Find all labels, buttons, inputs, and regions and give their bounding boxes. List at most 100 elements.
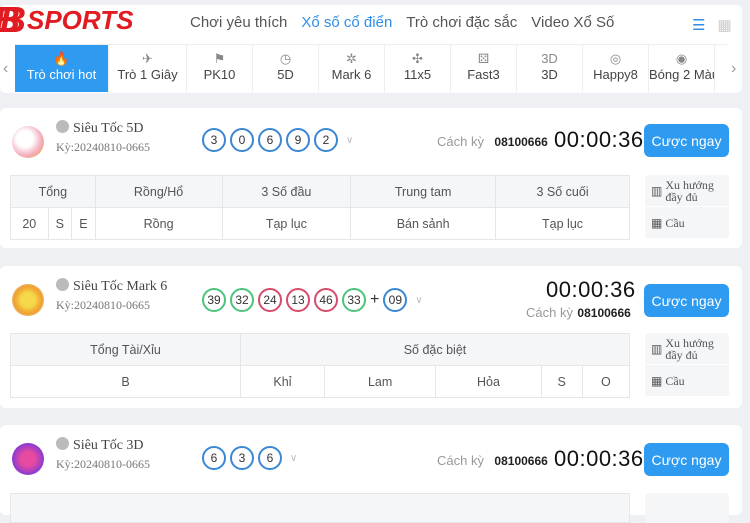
countdown-timer: 00:00:36 xyxy=(546,277,636,302)
dice-icon: ⚄ xyxy=(477,51,490,66)
result-ball: 32 xyxy=(230,288,254,312)
category-label: PK10 xyxy=(203,67,236,82)
category-5d[interactable]: ◷ 5D xyxy=(253,45,319,92)
result-ball: 3 xyxy=(230,446,254,470)
cell: Tạp lục xyxy=(495,207,630,240)
countdown-timer: 00:00:36 xyxy=(554,446,644,471)
game-card-3d: Siêu Tốc 3D Kỳ:20240810-0665 6 3 6 ∨ Cách k… xyxy=(0,425,742,523)
game-name: Siêu Tốc 3D xyxy=(73,438,144,453)
grid-icon: ▦ xyxy=(651,215,663,230)
period-number: 08100666 xyxy=(494,135,548,149)
category-bar: 🔥 Trò chơi hot ✈ Trò 1 Giây ⚑ PK10 ◷ 5D ✲ Mark 6 ✣… xyxy=(15,44,727,92)
side-links xyxy=(645,493,729,523)
mark6-game-icon xyxy=(12,284,44,316)
category-happy8[interactable]: ◎ Happy8 xyxy=(583,45,649,92)
cell: Hỏa xyxy=(435,365,542,398)
category-fast3[interactable]: ⚄ Fast3 xyxy=(451,45,517,92)
road-link[interactable]: ▦ Cầu xyxy=(645,365,729,397)
favorite-star-icon[interactable] xyxy=(56,437,69,450)
game-name: Siêu Tốc Mark 6 xyxy=(73,279,168,294)
sparkle-icon: ✲ xyxy=(346,51,357,66)
result-ball: 6 xyxy=(258,128,282,152)
game-card-5d: Siêu Tốc 5D Kỳ:20240810-0665 3 0 6 9 2 ∨ Cách… xyxy=(0,108,742,248)
result-ball: 33 xyxy=(342,288,366,312)
side-links: ▥ Xu hướng đầy đủ ▦ Cầu xyxy=(645,175,729,239)
category-label: Trò chơi hot xyxy=(26,67,97,82)
header-cell: Trung tam xyxy=(350,175,497,208)
category-label: Happy8 xyxy=(593,67,638,82)
result-table: Tổng Rồng/Hổ 3 Số đầu Trung tam 3 Số cuối 20… xyxy=(10,175,630,240)
category-11x5[interactable]: ✣ 11x5 xyxy=(385,45,451,92)
chevron-down-icon[interactable]: ∨ xyxy=(415,294,423,306)
result-ball: 3 xyxy=(202,128,226,152)
tab-special-games[interactable]: Trò chơi đặc sắc xyxy=(406,14,518,31)
view-toggle: ☰ ▦ xyxy=(692,16,732,34)
game-issue: Kỳ:20240810-0665 xyxy=(56,298,150,312)
bet-now-button[interactable]: Cược ngay xyxy=(644,443,729,476)
category-label: Fast3 xyxy=(467,67,500,82)
tab-favorites[interactable]: Chơi yêu thích xyxy=(190,14,288,31)
header-cell: Tổng Tài/Xỉu xyxy=(10,333,241,366)
category-trò-chơi-hot[interactable]: 🔥 Trò chơi hot xyxy=(15,45,109,92)
road-link[interactable]: ▦ Cầu xyxy=(645,207,729,239)
flag-icon: ⚑ xyxy=(213,51,226,66)
favorite-star-icon[interactable] xyxy=(56,120,69,133)
result-table xyxy=(10,493,630,523)
category-label: 11x5 xyxy=(403,67,432,82)
cell: S xyxy=(540,365,583,398)
top-panel xyxy=(0,5,742,93)
trend-link[interactable]: ▥ Xu hướng đầy đủ xyxy=(645,175,729,207)
gap-label: Cách kỳ xyxy=(437,134,484,149)
result-ball: 0 xyxy=(230,128,254,152)
trend-link[interactable]: ▥ Xu hướng đầy đủ xyxy=(645,333,729,365)
scroll-left-icon[interactable]: ‹ xyxy=(3,60,9,77)
side-links: ▥ Xu hướng đầy đủ ▦ Cầu xyxy=(645,333,729,397)
category-label: Bóng 2 Màu xyxy=(649,67,715,82)
tab-classic-lottery[interactable]: Xổ số cổ điển xyxy=(301,14,393,31)
result-ball: 39 xyxy=(202,288,226,312)
category-label: Mark 6 xyxy=(331,67,372,82)
result-table: Tổng Tài/Xỉu Số đặc biệt B Khỉ Lam Hỏa S O xyxy=(10,333,631,398)
cell: 20 xyxy=(10,207,49,240)
bsports-logo: B SPORTS xyxy=(0,0,134,40)
result-balls: 3 0 6 9 2 ∨ xyxy=(202,128,353,152)
category-bóng-2-màu[interactable]: ◉ Bóng 2 Màu xyxy=(649,45,715,92)
cell: E xyxy=(71,207,96,240)
category-pk10[interactable]: ⚑ PK10 xyxy=(187,45,253,92)
3d-icon: 3D xyxy=(541,51,558,66)
result-ball: 46 xyxy=(314,288,338,312)
result-ball: 13 xyxy=(286,288,310,312)
cell: Tạp lục xyxy=(221,207,352,240)
category-label: 3D xyxy=(541,67,558,82)
cell: Bán sảnh xyxy=(350,207,497,240)
tab-video-lottery[interactable]: Video Xổ Số xyxy=(531,14,615,31)
cell: S xyxy=(47,207,73,240)
grid-icon: ▦ xyxy=(651,373,663,388)
category-mark-6[interactable]: ✲ Mark 6 xyxy=(319,45,385,92)
ball-icon: ◉ xyxy=(675,51,688,66)
cell: B xyxy=(10,365,241,398)
header-cell: 3 Số cuối xyxy=(495,175,630,208)
plus-sign: + xyxy=(370,291,380,308)
special-ball: 09 xyxy=(383,288,408,312)
bet-now-button[interactable]: Cược ngay xyxy=(644,284,729,317)
header-cell: Số đặc biệt xyxy=(240,333,630,366)
game-issue: Kỳ:20240810-0665 xyxy=(56,457,150,471)
scroll-right-icon[interactable]: › xyxy=(731,60,737,77)
category-3d[interactable]: 3D 3D xyxy=(517,45,583,92)
countdown-timer: 00:00:36 xyxy=(554,127,644,152)
bet-now-button[interactable]: Cược ngay xyxy=(644,124,729,157)
grid-view-icon[interactable]: ▦ xyxy=(717,17,732,34)
nav-tabs: Chơi yêu thích Xổ số cổ điển Trò chơi đặ… xyxy=(190,14,614,31)
category-trò-1-giây[interactable]: ✈ Trò 1 Giây xyxy=(109,45,187,92)
favorite-star-icon[interactable] xyxy=(56,278,69,291)
chevron-down-icon[interactable]: ∨ xyxy=(346,134,354,146)
clock-icon: ◷ xyxy=(279,51,292,66)
result-ball: 6 xyxy=(258,446,282,470)
result-ball: 2 xyxy=(314,128,338,152)
cell: Khỉ xyxy=(240,365,325,398)
chevron-down-icon[interactable]: ∨ xyxy=(290,452,298,464)
list-view-icon[interactable]: ☰ xyxy=(692,17,706,34)
result-ball: 9 xyxy=(286,128,310,152)
rocket-icon: ✈ xyxy=(142,51,153,66)
